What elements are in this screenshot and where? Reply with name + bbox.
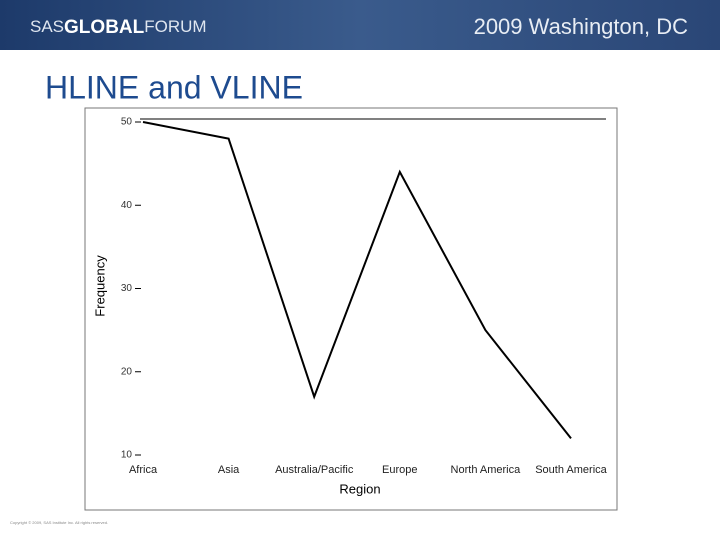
y-tick-label: 30 — [121, 283, 133, 294]
y-tick-label: 50 — [121, 117, 133, 128]
slide-title: HLINE and VLINE — [45, 69, 303, 105]
y-axis-label: Frequency — [92, 255, 107, 317]
x-tick-label: Asia — [218, 464, 240, 476]
chart-frame — [84, 107, 618, 511]
footer: Copyright © 2009, SAS Institute Inc. All… — [10, 520, 108, 525]
y-tick-label: 10 — [121, 450, 133, 461]
y-tick-label: 40 — [121, 200, 133, 211]
logo: SASGLOBALFORUM — [30, 17, 207, 38]
event-name: 2009 Washington, DC — [474, 14, 689, 39]
x-tick-label: Africa — [129, 464, 158, 476]
x-axis-label: Region — [339, 481, 380, 496]
x-tick-label: North America — [451, 464, 522, 476]
y-tick-label: 20 — [121, 366, 133, 377]
x-tick-label: Australia/Pacific — [275, 464, 354, 476]
header-band — [0, 0, 720, 50]
data-line — [142, 121, 572, 439]
x-tick-label: South America — [535, 464, 607, 476]
x-tick-label: Europe — [382, 464, 417, 476]
